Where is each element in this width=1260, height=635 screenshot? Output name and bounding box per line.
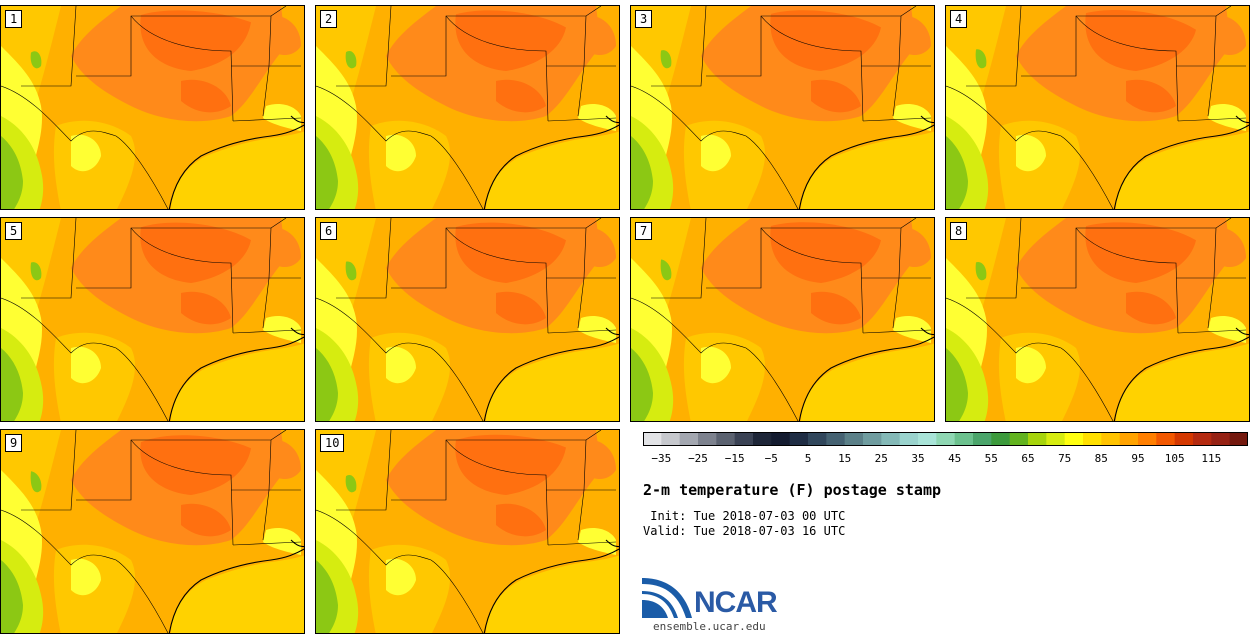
colorbar-swatch [881, 432, 901, 446]
map-panel-6: 6 [315, 217, 620, 422]
colorbar-swatch [1046, 432, 1066, 446]
colorbar-swatch [991, 432, 1011, 446]
colorbar-tick-label: 95 [1131, 452, 1145, 465]
chart-title: 2-m temperature (F) postage stamp [643, 481, 942, 499]
colorbar-swatch [844, 432, 864, 446]
colorbar-tick-label: 75 [1058, 452, 1072, 465]
init-time: Init: Tue 2018-07-03 00 UTC [643, 509, 846, 523]
panel-label: 5 [5, 222, 23, 240]
colorbar-tick-label: −15 [724, 452, 745, 465]
map-panel-5: 5 [0, 217, 305, 422]
panel-label: 8 [950, 222, 968, 240]
colorbar-swatch [661, 432, 681, 446]
temperature-map [946, 218, 1249, 421]
temperature-map [316, 430, 619, 633]
colorbar-tick-label: −25 [688, 452, 708, 465]
map-panel-8: 8 [945, 217, 1250, 422]
map-panel-3: 3 [630, 5, 935, 210]
colorbar-tick-label: 15 [838, 452, 852, 465]
temperature-map [1, 430, 304, 633]
colorbar-swatch [698, 432, 717, 446]
panel-label: 2 [320, 10, 338, 28]
colorbar-tick-label: −5 [764, 452, 778, 465]
map-panel-7: 7 [630, 217, 935, 422]
colorbar-swatch [753, 432, 772, 446]
colorbar-tick-label: 105 [1164, 452, 1185, 465]
colorbar-swatch [1138, 432, 1157, 446]
colorbar-swatch [1028, 432, 1047, 446]
colorbar-tick-label: 5 [804, 452, 812, 465]
map-panel-10: 10 [315, 429, 620, 634]
colorbar-swatch [771, 432, 791, 446]
colorbar [643, 432, 1248, 446]
colorbar-swatch [1101, 432, 1121, 446]
colorbar-tick-label: 65 [1021, 452, 1035, 465]
colorbar-swatch [1229, 432, 1248, 446]
colorbar-swatch [1083, 432, 1102, 446]
colorbar-swatch [918, 432, 937, 446]
colorbar-outline [643, 432, 1248, 446]
ncar-logo-text: NCAR [694, 586, 778, 619]
temperature-map [1, 6, 304, 209]
temperature-map [316, 6, 619, 209]
colorbar-tick-label: 55 [984, 452, 998, 465]
colorbar-swatch [899, 432, 919, 446]
colorbar-swatch [826, 432, 846, 446]
temperature-map [631, 218, 934, 421]
colorbar-swatch [1211, 432, 1231, 446]
colorbar-swatch [734, 432, 754, 446]
colorbar-swatch [808, 432, 827, 446]
panel-label: 10 [320, 434, 345, 452]
colorbar-swatch [1119, 432, 1139, 446]
colorbar-swatch [973, 432, 992, 446]
temperature-map [631, 6, 934, 209]
map-panel-4: 4 [945, 5, 1250, 210]
panel-label: 9 [5, 434, 23, 452]
temperature-map [946, 6, 1249, 209]
temperature-map [316, 218, 619, 421]
colorbar-swatch [716, 432, 736, 446]
colorbar-swatch [643, 432, 662, 446]
colorbar-tick-label: 25 [874, 452, 888, 465]
colorbar-tick-label: 35 [911, 452, 925, 465]
colorbar-tick-label: 115 [1201, 452, 1222, 465]
colorbar-swatch [679, 432, 699, 446]
colorbar-swatch [789, 432, 809, 446]
colorbar-swatch [1064, 432, 1084, 446]
colorbar-tick-label: 45 [948, 452, 962, 465]
colorbar-tick-label: 85 [1094, 452, 1108, 465]
panel-label: 6 [320, 222, 338, 240]
ncar-logo-icon [642, 578, 692, 618]
temperature-map [1, 218, 304, 421]
logo-url: ensemble.ucar.edu [653, 620, 766, 633]
panel-label: 7 [635, 222, 653, 240]
colorbar-swatch [863, 432, 882, 446]
colorbar-swatch [1174, 432, 1194, 446]
valid-time: Valid: Tue 2018-07-03 16 UTC [643, 524, 846, 538]
colorbar-swatch [1009, 432, 1029, 446]
panel-label: 1 [5, 10, 23, 28]
map-panel-1: 1 [0, 5, 305, 210]
colorbar-swatch [936, 432, 956, 446]
colorbar-tick-label: −35 [651, 452, 672, 465]
colorbar-swatch [1156, 432, 1176, 446]
map-panel-2: 2 [315, 5, 620, 210]
colorbar-swatch [954, 432, 974, 446]
panel-label: 3 [635, 10, 653, 28]
panel-label: 4 [950, 10, 968, 28]
map-panel-9: 9 [0, 429, 305, 634]
colorbar-swatch [1193, 432, 1212, 446]
